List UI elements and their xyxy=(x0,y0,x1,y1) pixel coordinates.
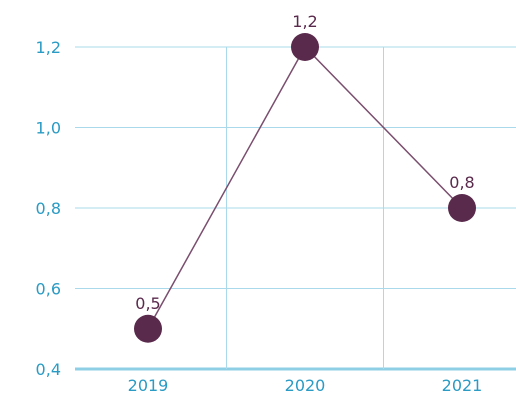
y-tick-label: 1,2 xyxy=(36,38,61,57)
data-label: 0,5 xyxy=(135,294,160,313)
data-point xyxy=(291,33,319,61)
x-tick-label: 2019 xyxy=(128,376,169,394)
y-tick-label: 1,0 xyxy=(36,119,61,138)
y-tick-label: 0,8 xyxy=(36,199,61,218)
x-tick-label: 2020 xyxy=(285,376,326,394)
y-tick-label: 0,6 xyxy=(36,280,61,299)
x-tick-label: 2021 xyxy=(442,376,483,394)
data-point xyxy=(134,314,162,343)
series-line xyxy=(147,45,463,330)
data-point xyxy=(448,194,476,222)
data-label: 0,8 xyxy=(449,173,474,192)
y-tick-label: 0,4 xyxy=(36,360,61,379)
data-label: 1,2 xyxy=(292,12,317,31)
